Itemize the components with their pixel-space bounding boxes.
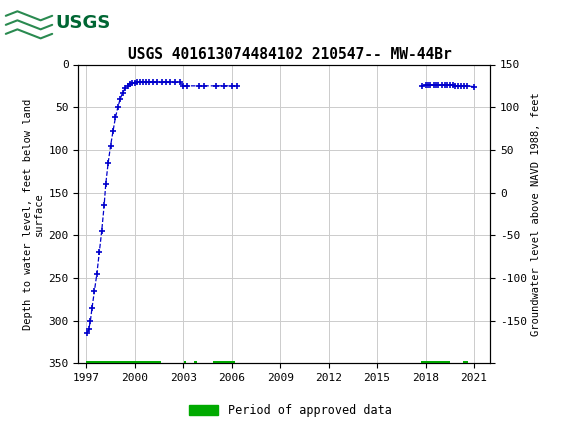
- Bar: [184, 362, 187, 365]
- Bar: [86, 362, 161, 365]
- Bar: [420, 362, 450, 365]
- Bar: [463, 362, 468, 365]
- Bar: [194, 362, 197, 365]
- Text: USGS: USGS: [55, 14, 110, 31]
- Y-axis label: Groundwater level above NAVD 1988, feet: Groundwater level above NAVD 1988, feet: [531, 92, 541, 336]
- Bar: [213, 362, 235, 365]
- Text: USGS 401613074484102 210547-- MW-44Br: USGS 401613074484102 210547-- MW-44Br: [128, 47, 452, 62]
- Legend: Period of approved data: Period of approved data: [184, 399, 396, 422]
- Y-axis label: Depth to water level, feet below land
surface: Depth to water level, feet below land su…: [23, 98, 44, 329]
